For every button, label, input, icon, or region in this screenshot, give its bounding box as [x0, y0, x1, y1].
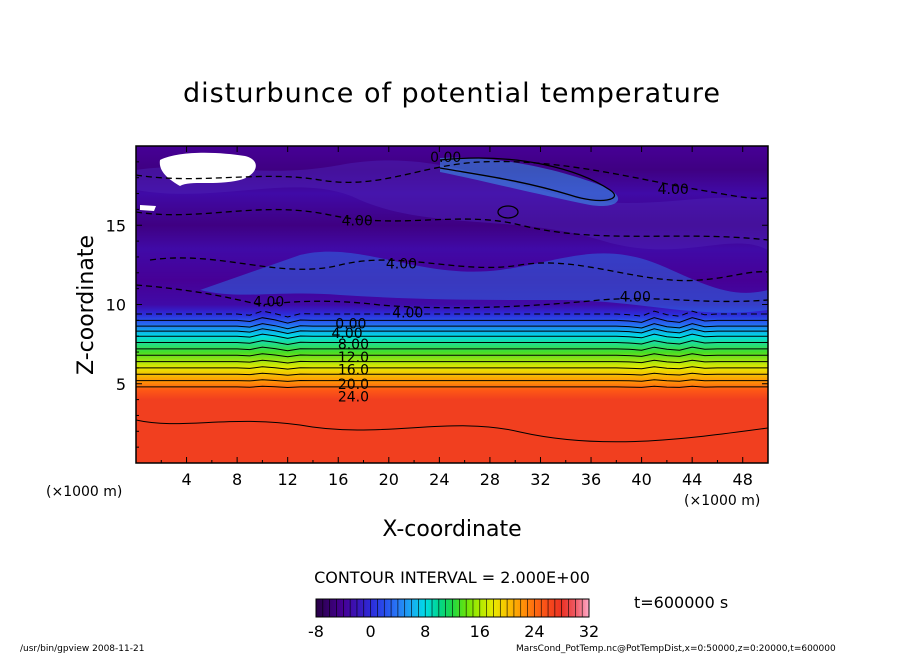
contour-line — [136, 340, 768, 346]
colorbar-tick-label: 16 — [470, 622, 490, 641]
contour-line — [136, 328, 768, 335]
colorbar-segments — [322, 599, 583, 617]
contour-label: 0.00 — [335, 317, 366, 333]
contour-line — [136, 317, 768, 324]
contour-label: 4.00 — [658, 182, 689, 198]
contour-label: 8.00 — [338, 337, 369, 353]
x-tick-label: 12 — [278, 470, 298, 489]
contour-dashed-b — [136, 208, 768, 241]
colorbar-frame — [315, 598, 590, 618]
contour-label: 4.00 — [332, 326, 363, 342]
contour-label: 0.00 — [430, 150, 461, 166]
x-tick-label: 16 — [328, 470, 348, 489]
colorbar-tick-label: 8 — [420, 622, 430, 641]
contour-line — [136, 359, 768, 364]
white-fleck — [140, 205, 156, 211]
colorbar: -8 0 8 16 24 32 — [308, 598, 599, 641]
contour-line — [136, 310, 768, 318]
y-tick-label: 5 — [116, 375, 126, 394]
contour-line — [136, 333, 768, 339]
contour-labels: 0.004.004.004.004.00 4.004.000.004.008.00… — [253, 150, 689, 405]
x-unit-right: (×1000 m) — [684, 493, 760, 509]
contour-label: 4.00 — [386, 256, 417, 272]
colorbar-ticks: -8 0 8 16 24 32 — [308, 622, 599, 641]
y-axis-label: Z-coordinate — [74, 235, 99, 375]
contour-line — [136, 419, 768, 443]
contour-line — [136, 385, 768, 389]
y-tick-label: 10 — [106, 296, 126, 315]
upper-contour-lines — [136, 157, 768, 309]
contour-line — [136, 346, 768, 352]
plot-area: 0.004.004.004.004.00 4.004.000.004.008.00… — [106, 145, 769, 489]
x-tick-label: 44 — [682, 470, 702, 489]
contour-line — [136, 323, 768, 330]
colorbar-tick-label: 32 — [579, 622, 599, 641]
contour-lines — [136, 310, 768, 443]
upper-light-band — [440, 157, 619, 207]
y-ticks: 5 10 15 — [106, 161, 768, 448]
contour-interval: CONTOUR INTERVAL = 2.000E+00 — [314, 568, 590, 587]
x-ticks: 4 8 12 16 20 24 28 32 36 40 44 48 — [160, 146, 753, 489]
contour-label: 4.00 — [392, 305, 423, 321]
contour-label: 4.00 — [342, 213, 373, 229]
contour-label: 24.0 — [338, 389, 369, 405]
contour-line — [136, 379, 768, 382]
x-tick-label: 20 — [379, 470, 399, 489]
x-tick-label: 24 — [429, 470, 449, 489]
x-tick-label: 32 — [530, 470, 550, 489]
contour-dashed-d — [136, 284, 768, 309]
contour-label: 4.00 — [620, 290, 651, 306]
contour-line — [136, 353, 768, 358]
contour-label: 4.00 — [253, 294, 284, 310]
x-tick-label: 48 — [733, 470, 753, 489]
y-tick-label: 15 — [106, 216, 126, 235]
x-axis-label: X-coordinate — [382, 517, 521, 542]
colorbar-tick-label: -8 — [308, 622, 324, 641]
contour-dashed-a — [136, 160, 768, 200]
contour-line — [136, 372, 768, 376]
colorbar-tick-label: 0 — [366, 622, 376, 641]
contour-line — [136, 366, 768, 370]
x-tick-label: 8 — [232, 470, 242, 489]
footer-left: /usr/bin/gpview 2008-11-21 — [20, 644, 144, 654]
contour-solid-e — [439, 157, 616, 202]
x-tick-label: 40 — [631, 470, 651, 489]
chart-title: disturbunce of potential temperature — [183, 78, 721, 109]
x-tick-label: 28 — [480, 470, 500, 489]
colorbar-tick-label: 24 — [524, 622, 544, 641]
contour-label: 20.0 — [338, 377, 369, 393]
x-tick-label: 4 — [181, 470, 191, 489]
contour-ellipse — [497, 205, 519, 219]
time-label: t=600000 s — [634, 593, 728, 612]
footer-right: MarsCond_PotTemp.nc@PotTempDist,x=0:5000… — [516, 644, 836, 654]
x-unit-left: (×1000 m) — [46, 484, 122, 500]
contour-label: 16.0 — [338, 362, 369, 378]
contour-dashed-c — [149, 257, 768, 282]
contour-label: 12.0 — [338, 350, 369, 366]
x-tick-label: 36 — [581, 470, 601, 489]
middle-blue-band — [200, 251, 768, 313]
upper-layer-patches — [136, 160, 768, 250]
